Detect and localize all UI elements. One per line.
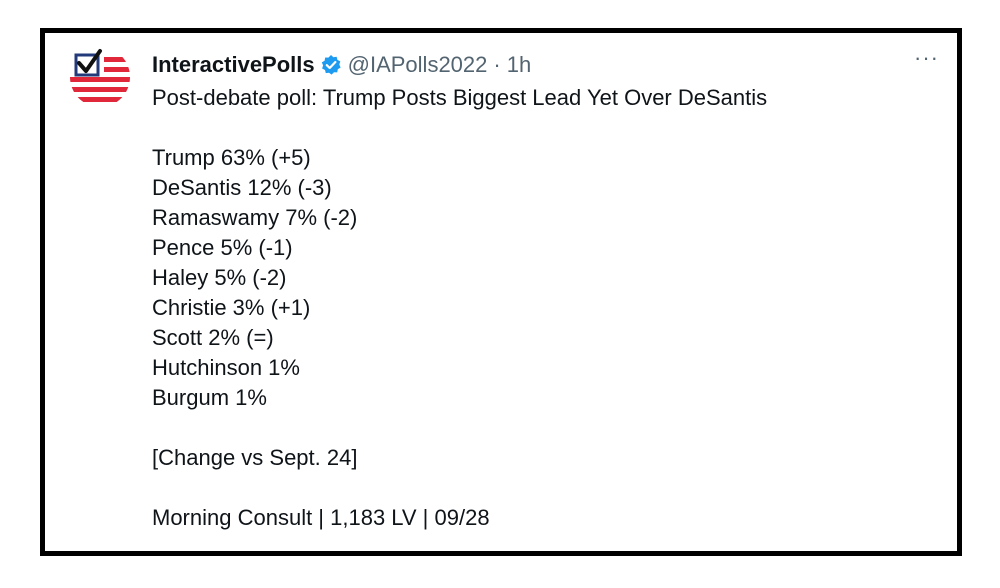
poll-result: Pence 5% (-1) bbox=[152, 235, 293, 260]
timestamp[interactable]: 1h bbox=[506, 52, 532, 77]
poll-result: Burgum 1% bbox=[152, 385, 267, 410]
tweet-body: InteractivePolls @IAPolls2022 · 1h Post-… bbox=[152, 51, 937, 533]
poll-result: Ramaswamy 7% (-2) bbox=[152, 205, 358, 230]
display-name[interactable]: InteractivePolls bbox=[152, 52, 315, 77]
poll-result: Trump 63% (+5) bbox=[152, 145, 311, 170]
tweet-card: InteractivePolls @IAPolls2022 · 1h Post-… bbox=[40, 28, 962, 556]
tweet-text: Post-debate poll: Trump Posts Biggest Le… bbox=[152, 83, 937, 533]
poll-result: Haley 5% (-2) bbox=[152, 265, 287, 290]
more-options-icon[interactable]: ··· bbox=[914, 45, 939, 70]
poll-result: Hutchinson 1% bbox=[152, 355, 300, 380]
poll-result: Scott 2% (=) bbox=[152, 325, 274, 350]
tweet-header: InteractivePolls @IAPolls2022 · 1h bbox=[152, 51, 937, 79]
checkbox-flag-logo-icon[interactable] bbox=[70, 47, 130, 107]
verified-badge-icon bbox=[321, 55, 341, 75]
poll-source: Morning Consult | 1,183 LV | 09/28 bbox=[152, 505, 490, 530]
poll-result: Christie 3% (+1) bbox=[152, 295, 311, 320]
user-handle[interactable]: @IAPolls2022 bbox=[347, 52, 488, 77]
separator-dot: · bbox=[493, 52, 501, 77]
poll-result: DeSantis 12% (-3) bbox=[152, 175, 332, 200]
change-note: [Change vs Sept. 24] bbox=[152, 445, 358, 470]
tweet-headline: Post-debate poll: Trump Posts Biggest Le… bbox=[152, 85, 768, 110]
